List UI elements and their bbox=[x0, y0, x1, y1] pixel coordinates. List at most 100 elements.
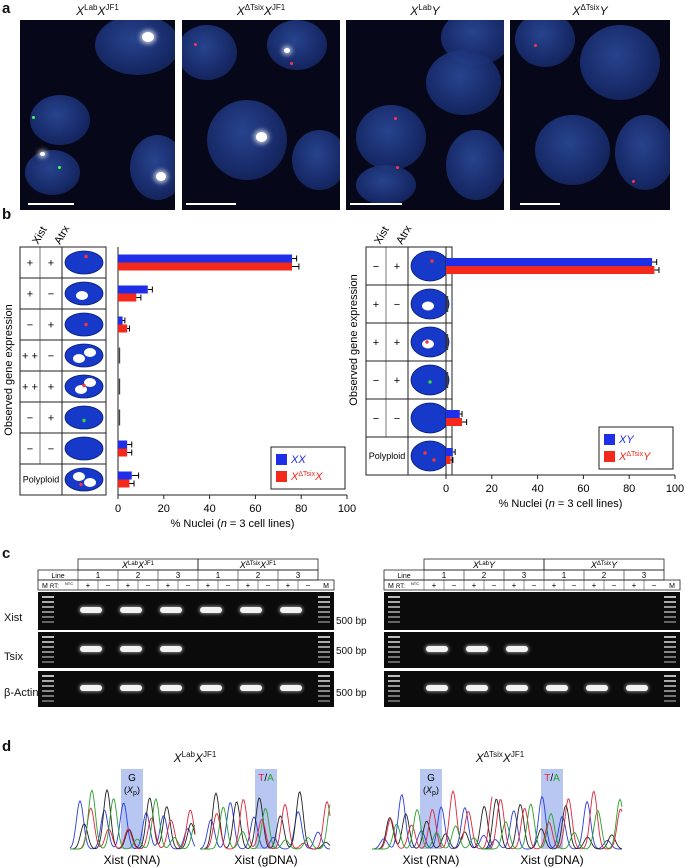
right-legend-swatch-0 bbox=[604, 434, 615, 445]
left-rt-sign-7: − bbox=[226, 581, 231, 590]
left-ntc-label: NTC bbox=[65, 581, 73, 586]
left-gel-1-ladder-0 bbox=[42, 636, 54, 664]
right-gel-1-ladder-0 bbox=[388, 636, 400, 664]
right-rt-sign-2: + bbox=[472, 581, 477, 590]
left-bar-1-7 bbox=[118, 479, 130, 488]
left-line-num-0: 1 bbox=[96, 571, 101, 580]
right-gel-2-band-6 bbox=[546, 685, 568, 691]
left-gel-0-band-8 bbox=[240, 607, 262, 613]
right-xtick-4: 80 bbox=[623, 483, 635, 495]
left-gel-2 bbox=[38, 671, 334, 707]
right-gel-1-band-4 bbox=[506, 646, 528, 652]
left-gel-1-band-0 bbox=[80, 646, 102, 652]
left-legend-label-1: XΔTsixX bbox=[290, 471, 323, 483]
left-m-label-left: M bbox=[42, 583, 48, 590]
left-line-num-4: 2 bbox=[256, 571, 261, 580]
right-gel-1-band-2 bbox=[466, 646, 488, 652]
bp-marker-xist: 500 bp bbox=[336, 616, 367, 627]
left-gel-0-band-6 bbox=[200, 607, 222, 613]
right-xtick-5: 100 bbox=[666, 483, 684, 495]
right-row-4-nucleus-icon bbox=[410, 402, 450, 434]
right-bar-1-0 bbox=[446, 266, 655, 274]
left-gel-1-ladder-1 bbox=[318, 636, 330, 664]
left-rt-sign-10: + bbox=[286, 581, 291, 590]
left-xtick-2: 40 bbox=[203, 503, 215, 515]
left-row-0-nucleus-icon bbox=[64, 250, 104, 275]
panel-label-c: c bbox=[2, 545, 11, 562]
right-row-2-xist: + bbox=[373, 337, 379, 349]
left-line-num-1: 2 bbox=[136, 571, 141, 580]
left-row-2-atrx: + bbox=[48, 320, 54, 332]
right-gel-1-band-0 bbox=[426, 646, 448, 652]
left-row-3-xist: + + bbox=[22, 351, 38, 363]
left-row-6-nucleus-icon bbox=[64, 436, 104, 461]
left-rt-sign-5: − bbox=[186, 581, 191, 590]
bp-marker-actin: 500 bp bbox=[336, 688, 367, 699]
left-gel-2-ladder-0 bbox=[42, 675, 54, 703]
left-row-3-nucleus-icon bbox=[64, 343, 104, 368]
left-row-7-nucleus-icon bbox=[64, 467, 104, 492]
left-legend-swatch-0 bbox=[276, 454, 287, 465]
left-row-5-nucleus-icon bbox=[64, 405, 104, 430]
right-row-3-xist: − bbox=[373, 375, 379, 387]
right-rt-sign-7: − bbox=[572, 581, 577, 590]
right-row-5-label: Polyploid bbox=[369, 451, 406, 461]
right-row-4-atrx: − bbox=[394, 413, 400, 425]
panel-a-title-1: XLabXJF1 bbox=[76, 3, 119, 18]
left-bar-1-6 bbox=[118, 448, 128, 457]
right-bar-1-4 bbox=[446, 418, 463, 426]
left-rt-sign-3: − bbox=[146, 581, 151, 590]
right-legend-label-0: XY bbox=[618, 434, 634, 446]
right-gel-2-ladder-1 bbox=[664, 675, 676, 703]
left-row-1-nucleus-icon bbox=[64, 281, 104, 306]
left-gel-2-band-8 bbox=[240, 685, 262, 691]
right-gel-2-band-8 bbox=[586, 685, 608, 691]
right-gel-0-ladder-1 bbox=[664, 596, 676, 626]
right-gel-2-band-0 bbox=[426, 685, 448, 691]
right-rt-sign-3: − bbox=[492, 581, 497, 590]
left-row-2-nucleus-icon bbox=[64, 312, 104, 337]
right-xtick-3: 60 bbox=[577, 483, 589, 495]
right-x-axis-label: % Nuclei (n = 3 cell lines) bbox=[499, 498, 623, 510]
left-rt-sign-0: + bbox=[86, 581, 91, 590]
left-row-6-atrx: − bbox=[48, 444, 54, 456]
left-row-7-label: Polyploid bbox=[23, 475, 60, 485]
right-gel-2-band-2 bbox=[466, 685, 488, 691]
left-gel-0 bbox=[38, 592, 334, 630]
right-m-label-left: M bbox=[388, 583, 394, 590]
left-line-label: Line bbox=[51, 573, 64, 580]
right-ntc-label: NTC bbox=[411, 581, 419, 586]
right-row-3-atrx: + bbox=[394, 375, 400, 387]
right-rt-label: RT: bbox=[396, 584, 405, 590]
right-row-1-nucleus-icon bbox=[410, 288, 450, 320]
right-gel-2-band-4 bbox=[506, 685, 528, 691]
left-rt-sign-1: − bbox=[106, 581, 111, 590]
left-row-5-xist: − bbox=[27, 413, 33, 425]
left-gel-2-band-10 bbox=[280, 685, 302, 691]
right-row-4-xist: − bbox=[373, 413, 379, 425]
left-bar-0-6 bbox=[118, 440, 128, 449]
right-rt-sign-11: − bbox=[652, 581, 657, 590]
right-rt-sign-4: + bbox=[512, 581, 517, 590]
left-gel-1-band-4 bbox=[160, 646, 182, 652]
left-line-num-5: 3 bbox=[296, 571, 301, 580]
panel-label-a: a bbox=[2, 0, 11, 17]
trace3-label: Xist (RNA) bbox=[403, 853, 460, 867]
right-row-0-nucleus-icon bbox=[410, 250, 450, 282]
left-gel-2-band-4 bbox=[160, 685, 182, 691]
trace1-base: G bbox=[128, 773, 136, 784]
left-row-3-atrx: − bbox=[48, 351, 54, 363]
panel-a-title-3: XLabY bbox=[410, 3, 440, 18]
left-xtick-5: 100 bbox=[338, 503, 356, 515]
left-xtick-1: 20 bbox=[158, 503, 170, 515]
trace3-base: G bbox=[427, 773, 435, 784]
left-bar-1-2 bbox=[118, 324, 128, 333]
left-legend bbox=[270, 446, 346, 490]
panel-label-b: b bbox=[2, 206, 12, 223]
right-legend bbox=[598, 426, 674, 470]
right-xtick-1: 20 bbox=[486, 483, 498, 495]
left-x-axis-label: % Nuclei (n = 3 cell lines) bbox=[171, 518, 295, 530]
trace2-label: Xist (gDNA) bbox=[234, 853, 297, 867]
right-col-header-atrx: Atrx bbox=[394, 223, 414, 246]
left-xtick-0: 0 bbox=[115, 503, 121, 515]
